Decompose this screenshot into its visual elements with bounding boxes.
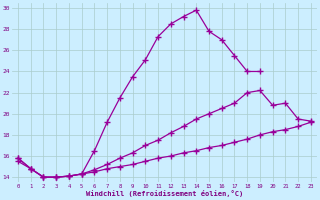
- X-axis label: Windchill (Refroidissement éolien,°C): Windchill (Refroidissement éolien,°C): [86, 190, 243, 197]
